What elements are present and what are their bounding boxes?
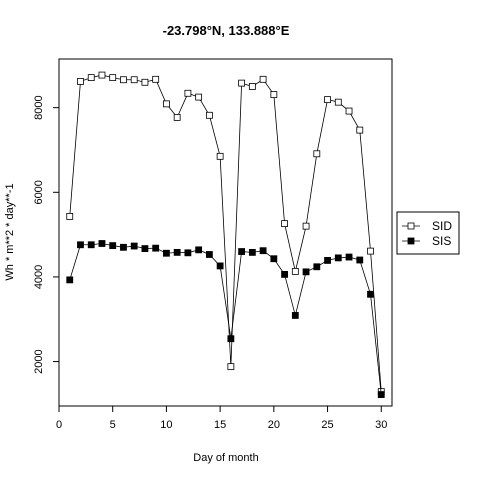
data-point-sid <box>130 76 138 84</box>
x-tick-label: 0 <box>56 419 62 431</box>
data-point-sis <box>195 246 203 254</box>
y-axis-label: Wh * m**2 * day**-1 <box>4 183 16 280</box>
data-point-sis <box>77 241 84 249</box>
data-point-sis <box>205 251 213 258</box>
data-point-sis <box>163 249 170 257</box>
data-point-sid <box>291 268 299 275</box>
data-point-sid <box>205 111 213 119</box>
data-point-sid <box>216 152 224 160</box>
data-point-sid <box>302 222 310 230</box>
y-tick-label: 2000 <box>33 349 45 373</box>
data-point-sid <box>227 363 235 371</box>
legend-item-sis: SIS <box>402 234 451 248</box>
data-point-sis <box>227 335 235 343</box>
data-point-sis <box>152 244 160 252</box>
data-point-sid <box>367 247 374 255</box>
legend-marker <box>407 237 415 245</box>
legend-label: SID <box>432 219 452 233</box>
data-point-sid <box>173 113 181 121</box>
data-point-sis <box>367 290 374 298</box>
data-point-sid <box>195 93 203 101</box>
data-point-sid <box>324 96 331 104</box>
data-point-sid <box>87 74 95 82</box>
data-point-sis <box>120 243 127 251</box>
x-axis: 0 5 10 15 20 25 30 <box>56 405 387 431</box>
data-point-sid <box>270 91 278 98</box>
data-point-sid <box>98 71 106 79</box>
data-point-sis <box>291 312 299 319</box>
x-tick-label: 30 <box>375 419 387 431</box>
data-point-sid <box>356 126 364 134</box>
x-tick-label: 15 <box>214 419 226 431</box>
data-point-sid <box>120 76 127 84</box>
data-point-sis <box>248 248 256 256</box>
data-point-sid <box>66 213 74 220</box>
data-point-sis <box>66 276 74 284</box>
data-point-sis <box>324 257 331 264</box>
series-sid <box>66 71 385 396</box>
data-point-sid <box>334 98 342 106</box>
data-point-sis <box>259 247 267 255</box>
data-point-sid <box>141 78 149 86</box>
y-tick-label: 6000 <box>33 180 45 204</box>
data-point-sis <box>216 262 224 270</box>
data-point-sid <box>163 100 170 108</box>
x-tick-label: 20 <box>268 419 280 431</box>
y-tick-label: 8000 <box>33 95 45 119</box>
data-point-sis <box>184 249 192 257</box>
data-point-sis <box>281 270 288 278</box>
data-point-sis <box>334 254 342 262</box>
data-point-sid <box>313 150 321 158</box>
data-point-sid <box>259 75 267 83</box>
data-point-sis <box>87 241 95 249</box>
data-point-sid <box>77 78 84 85</box>
data-point-sis <box>345 253 353 261</box>
series-line-sid <box>69 74 382 392</box>
data-point-sid <box>109 74 117 82</box>
data-point-sid <box>152 75 160 83</box>
x-tick-label: 5 <box>110 419 116 431</box>
data-point-sis <box>109 242 117 250</box>
data-point-sid <box>345 107 353 115</box>
data-point-sis <box>238 248 246 255</box>
y-tick-label: 4000 <box>33 265 45 289</box>
legend-label: SIS <box>432 234 451 248</box>
legend-box <box>396 211 460 255</box>
data-point-sis <box>130 242 138 250</box>
data-point-sid <box>248 83 256 90</box>
x-tick-label: 25 <box>321 419 333 431</box>
data-point-sid <box>238 79 246 87</box>
series-layer <box>66 71 385 398</box>
data-point-sis <box>98 240 106 247</box>
y-axis: 2000 4000 6000 8000 <box>33 95 60 374</box>
data-point-sis <box>302 268 310 276</box>
data-point-sid <box>281 220 288 228</box>
x-tick-label: 10 <box>160 419 172 431</box>
x-axis-label: Day of month <box>193 452 258 464</box>
data-point-sis <box>173 248 181 256</box>
series-sis <box>66 240 385 398</box>
data-point-sid <box>184 89 192 97</box>
data-point-sis <box>377 391 385 398</box>
data-point-sis <box>270 255 278 263</box>
plot-frame <box>58 58 393 407</box>
legend-item-sid: SID <box>402 219 452 233</box>
chart-title: -23.798°N, 133.888°E <box>163 23 290 38</box>
legend-marker <box>407 222 415 230</box>
data-point-sis <box>356 256 364 264</box>
data-point-sis <box>313 263 321 271</box>
data-point-sis <box>141 245 149 252</box>
